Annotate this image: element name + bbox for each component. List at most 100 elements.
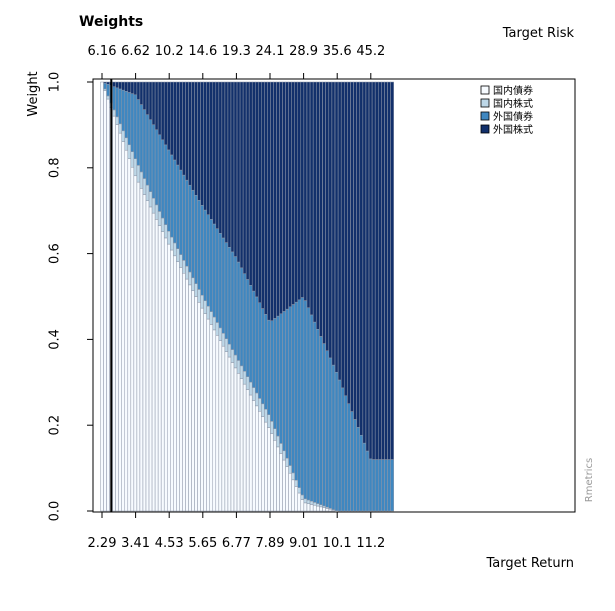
bar-segment	[167, 230, 171, 245]
bar-segment	[294, 486, 298, 512]
bar-segment	[236, 373, 241, 512]
legend-label: 国内株式	[493, 97, 533, 110]
bar-segment	[206, 81, 210, 215]
bar-segment	[325, 508, 329, 512]
bar-segment	[154, 204, 159, 220]
y-tick-label: 0.6	[48, 243, 63, 264]
bar-segment	[325, 81, 329, 351]
bar-segment	[230, 251, 235, 350]
y-tick-label: 1.0	[48, 72, 63, 93]
bar-segment	[270, 320, 274, 422]
bar-segment	[139, 171, 144, 189]
bar-segment	[374, 459, 379, 512]
bar-segment	[224, 81, 229, 243]
bar-segment	[261, 308, 265, 405]
bar-segment	[300, 494, 305, 500]
bar-segment	[276, 315, 280, 437]
bar-segment	[182, 273, 186, 512]
bar-segment	[303, 498, 308, 504]
bar-segment	[291, 81, 295, 305]
bar-segment	[245, 279, 250, 377]
bar-segment	[215, 322, 220, 336]
bar-segment	[319, 506, 323, 512]
bar-segment	[319, 336, 323, 506]
bar-segment	[322, 505, 326, 508]
bar-segment	[154, 81, 159, 131]
top-tick-label: 6.62	[121, 44, 150, 59]
bar-segment	[288, 472, 292, 512]
bar-segment	[334, 81, 339, 373]
bar-segment	[236, 81, 241, 263]
bar-segment	[258, 398, 262, 412]
bar-segment	[124, 81, 129, 92]
bar-segment	[303, 300, 308, 500]
bar-segment	[185, 265, 189, 280]
legend-swatch	[480, 98, 490, 108]
bar-segment	[139, 81, 144, 105]
bar-segment	[118, 132, 122, 512]
top-tick-label: 19.3	[222, 44, 251, 59]
bar-segment	[276, 446, 280, 512]
bar-segment	[173, 159, 177, 244]
bar-segment	[279, 443, 283, 454]
bar-segment	[130, 151, 135, 168]
bar-segment	[297, 487, 302, 494]
bar-segment	[127, 92, 132, 146]
bar-segment	[191, 189, 195, 279]
axes-layer: 2.29 3.41 4.53 5.65 6.77 7.89 9.01 10.1 11.2 6.16…	[48, 44, 386, 551]
bar-segment	[194, 296, 198, 512]
bar-segment	[261, 403, 265, 417]
bar-segment	[297, 492, 302, 512]
bar-segment	[167, 81, 171, 151]
bar-segment	[206, 214, 210, 307]
bar-segment	[322, 343, 326, 507]
bar-segment	[115, 116, 119, 125]
bar-segment	[255, 405, 259, 512]
bar-segment	[387, 459, 391, 512]
bar-segment	[121, 141, 126, 512]
bar-segment	[200, 295, 204, 309]
bar-segment	[160, 139, 165, 219]
bar-segment	[381, 459, 385, 512]
bar-segment	[255, 392, 259, 407]
bar-segment	[121, 89, 126, 132]
bar-segment	[148, 81, 153, 120]
bar-segment	[322, 507, 326, 512]
bar-segment	[179, 169, 183, 255]
bar-segment	[206, 318, 210, 512]
bar-segment	[233, 256, 238, 356]
bar-segment	[390, 81, 394, 460]
bar-segment	[378, 81, 382, 460]
bar-segment	[306, 81, 311, 308]
plot-frame	[92, 78, 576, 513]
bar-segment	[203, 81, 207, 211]
bar-segment	[258, 81, 262, 303]
bar-segment	[197, 81, 201, 201]
bar-segment	[197, 289, 201, 303]
bar-segment	[130, 81, 135, 94]
bars-layer	[100, 81, 394, 512]
bar-segment	[151, 124, 156, 199]
x-tick-label: 9.01	[289, 536, 318, 551]
bar-segment	[106, 98, 110, 512]
bar-segment	[212, 316, 217, 331]
bar-segment	[267, 319, 271, 415]
x-tick-label: 11.2	[356, 536, 385, 551]
bar-segment	[227, 81, 232, 248]
bar-segment	[264, 421, 268, 512]
bar-segment	[145, 114, 150, 186]
top-tick-label: 6.16	[88, 44, 117, 59]
bar-segment	[353, 81, 357, 420]
top-tick-label: 28.9	[289, 44, 318, 59]
bar-segment	[316, 503, 320, 507]
bar-segment	[103, 90, 107, 512]
bar-segment	[151, 212, 156, 512]
bar-segment	[145, 200, 150, 512]
bar-segment	[133, 158, 138, 177]
bar-segment	[291, 479, 295, 512]
bar-segment	[200, 205, 204, 296]
bar-segment	[163, 81, 168, 146]
legend-label: 外国債券	[493, 110, 533, 123]
bar-segment	[176, 164, 180, 249]
